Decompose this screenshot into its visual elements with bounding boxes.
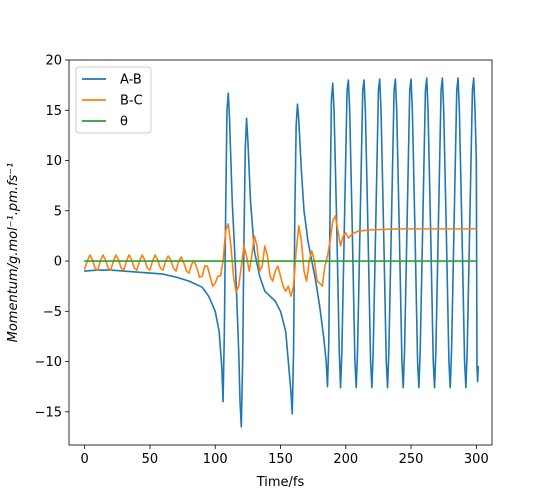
y-tick-label: 10: [45, 154, 62, 169]
legend-label: A-B: [120, 73, 142, 88]
x-tick-label: 200: [333, 452, 358, 467]
y-tick-label: −10: [35, 355, 62, 370]
x-tick-label: 300: [464, 452, 489, 467]
y-tick-label: 20: [45, 54, 62, 69]
series-line-0: [83, 77, 480, 428]
x-tick-label: 0: [81, 452, 89, 467]
x-tick-label: 100: [203, 452, 228, 467]
y-tick-label: −5: [43, 305, 62, 320]
x-tick-label: 150: [268, 452, 293, 467]
y-axis-label: Momentum/g.mol⁻¹.pm.fs⁻¹: [6, 163, 21, 343]
x-tick-label: 250: [399, 452, 424, 467]
y-tick-label: 15: [45, 104, 62, 119]
y-tick-label: 5: [54, 204, 62, 219]
y-tick-label: 0: [54, 255, 62, 270]
x-tick-label: 50: [142, 452, 159, 467]
legend-frame: [75, 66, 152, 134]
legend-label: θ: [120, 115, 128, 130]
x-axis-label: Time/fs: [256, 475, 305, 490]
series-line-1: [83, 215, 478, 298]
legend-label: B-C: [120, 94, 143, 109]
legend: A-B B-C θ: [75, 66, 152, 134]
y-tick-label: −15: [35, 405, 62, 420]
